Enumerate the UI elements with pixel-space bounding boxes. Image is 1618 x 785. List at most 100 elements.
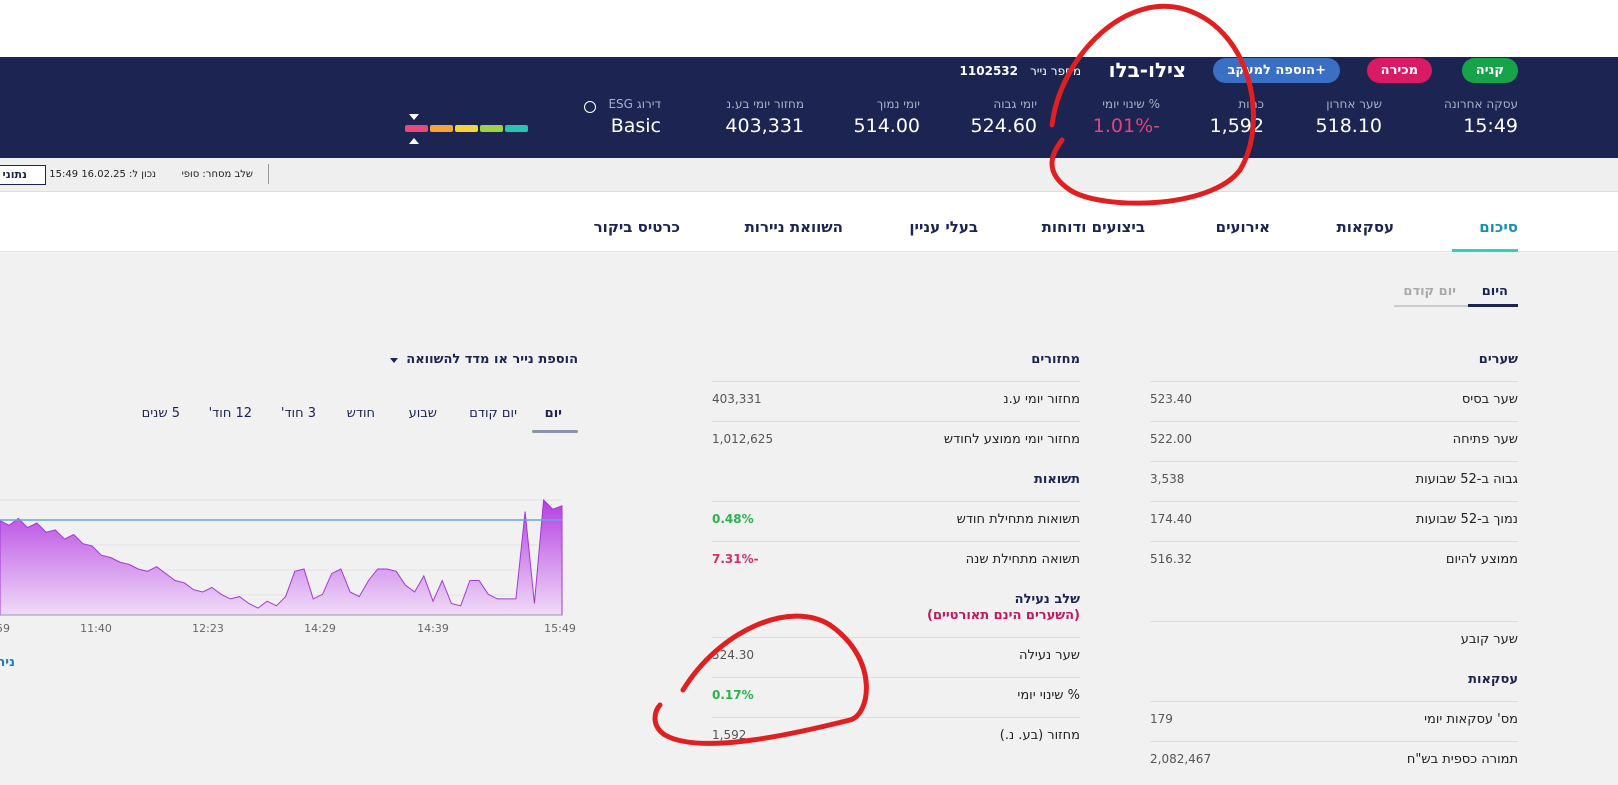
row-separator <box>1150 381 1518 382</box>
row-label: שער קובע <box>1460 632 1518 647</box>
trading-phase: שלב מסחר: סופי <box>181 169 253 180</box>
row-value: 516.32 <box>1150 552 1192 566</box>
nav-tab[interactable]: עסקאות <box>1336 218 1394 236</box>
row-label: מחזור יומי ממוצע לחודש <box>943 432 1080 447</box>
stat-label: כמות <box>1238 97 1264 111</box>
range-underline <box>532 430 578 433</box>
row-value: 2,082,467 <box>1150 752 1212 766</box>
stat-value: -1.01% <box>1092 115 1160 137</box>
row-separator <box>712 381 1080 382</box>
row-separator <box>1150 701 1518 702</box>
row-label: גבוה ב-52 שבועות <box>1415 472 1518 487</box>
row-value: 174.40 <box>1150 512 1192 526</box>
row-label: שער בסיס <box>1461 392 1518 407</box>
row-value: 524.30 <box>712 648 754 662</box>
nav-tab[interactable]: כרטיס ביקור <box>593 218 680 236</box>
security-id: 1102532 <box>959 64 1018 78</box>
updated-time: נכון ל: 16.02.25 15:49 <box>49 169 156 180</box>
analysis-link[interactable]: ניתוח <box>0 655 15 670</box>
section-heading: שערים <box>1478 352 1518 367</box>
nav-tab[interactable]: ביצועים ודוחות <box>1041 218 1145 236</box>
row-value: 1,012,625 <box>712 432 774 446</box>
stat-label: עסקה אחרונה <box>1443 97 1518 111</box>
row-separator <box>712 421 1080 422</box>
stat-label: מחזור יומי בע.נ <box>726 97 804 111</box>
row-label: שער נעילה <box>1019 648 1080 663</box>
esg-segment <box>505 125 528 132</box>
status-bar <box>0 158 1618 192</box>
row-value: 3,538 <box>1150 472 1185 486</box>
section-heading: עסקאות <box>1468 672 1518 687</box>
action-button[interactable]: קניה <box>1461 58 1518 83</box>
compare-link[interactable]: הוספת נייר או מדד להשוואה <box>406 352 578 367</box>
row-label: תמורה כספית בש"ח <box>1406 752 1518 767</box>
range-tab[interactable]: 3 חוד' <box>280 406 316 421</box>
row-value: -7.31% <box>712 552 759 566</box>
esg-marker <box>409 133 419 144</box>
intraday-chart: 9:59 11:40 12:23 14:29 14:39 15:49 <box>0 498 576 635</box>
range-tab[interactable]: שבוע <box>408 406 437 421</box>
row-label: מחזור (בע. נ.) <box>999 728 1080 743</box>
section-heading: תשואות <box>1033 472 1080 487</box>
range-tab[interactable]: 5 שנים <box>141 406 180 421</box>
section-heading: מחזורים <box>1031 352 1080 367</box>
row-label: שער פתיחה <box>1452 432 1518 447</box>
row-separator <box>712 677 1080 678</box>
stat-label: % שינוי יומי <box>1102 97 1160 111</box>
subtab[interactable]: היום <box>1481 284 1508 299</box>
stat-value: Basic <box>610 115 661 137</box>
row-label: מחזור יומי ע.נ <box>1003 392 1080 407</box>
red-circle <box>652 613 869 746</box>
nav-tab[interactable]: השוואת ניירות <box>744 218 843 236</box>
stat-value: 1,592 <box>1209 115 1264 137</box>
row-separator <box>712 501 1080 502</box>
stat-label: יומי גבוה <box>993 97 1037 111</box>
row-separator <box>1150 461 1518 462</box>
row-separator <box>712 541 1080 542</box>
top-blank <box>0 0 1618 57</box>
x-tick-label: 12:23 <box>192 622 224 635</box>
action-button[interactable]: מכירה <box>1366 58 1432 83</box>
stat-value: 518.10 <box>1315 115 1382 137</box>
nav-tab[interactable]: אירועים <box>1215 218 1270 236</box>
x-tick-label: 11:40 <box>80 622 112 635</box>
tabs-bar <box>0 192 1618 252</box>
section-note: (השערים הינם תאורטיים) <box>927 608 1080 623</box>
row-value: 0.48% <box>712 512 754 526</box>
stat-label: שער אחרון <box>1326 97 1382 111</box>
row-label: תשואות מתחילת חודש <box>956 512 1080 527</box>
x-tick-label: 9:59 <box>0 622 10 635</box>
esg-segment <box>430 125 453 132</box>
row-separator <box>1150 621 1518 622</box>
range-tab[interactable]: חודש <box>346 406 375 421</box>
stat-value: 15:49 <box>1463 115 1518 137</box>
stat-label: יומי נמוך <box>876 97 920 111</box>
info-icon <box>584 101 596 113</box>
range-tab[interactable]: 12 חוד' <box>208 406 252 421</box>
esg-segment <box>480 125 503 132</box>
row-separator <box>712 637 1080 638</box>
range-tab[interactable]: יום קודם <box>469 406 517 421</box>
section-heading: שלב נעילה <box>1014 592 1080 607</box>
stat-value: 403,331 <box>725 115 804 137</box>
active-tab-underline <box>1452 249 1518 252</box>
data-button[interactable]: נתוני <box>0 165 46 185</box>
security-name: צילו-בלו <box>1108 58 1186 82</box>
stat-label: דירוג ESG <box>608 97 661 111</box>
x-tick-label: 14:39 <box>417 622 449 635</box>
stat-value: 514.00 <box>853 115 920 137</box>
range-tab[interactable]: יום <box>544 406 562 421</box>
esg-marker <box>409 114 419 125</box>
price-area <box>0 498 563 616</box>
action-button[interactable]: +הוספה למעקב <box>1213 58 1340 83</box>
subtab[interactable]: יום קודם <box>1403 284 1456 299</box>
row-label: נמוך ב-52 שבועות <box>1415 512 1518 527</box>
stat-value: 524.60 <box>970 115 1037 137</box>
nav-tab[interactable]: בעלי עניין <box>909 218 978 236</box>
row-separator <box>1150 501 1518 502</box>
row-separator <box>712 717 1080 718</box>
row-value: 179 <box>1150 712 1173 726</box>
nav-tab[interactable]: סיכום <box>1479 218 1518 236</box>
esg-segment <box>455 125 478 132</box>
